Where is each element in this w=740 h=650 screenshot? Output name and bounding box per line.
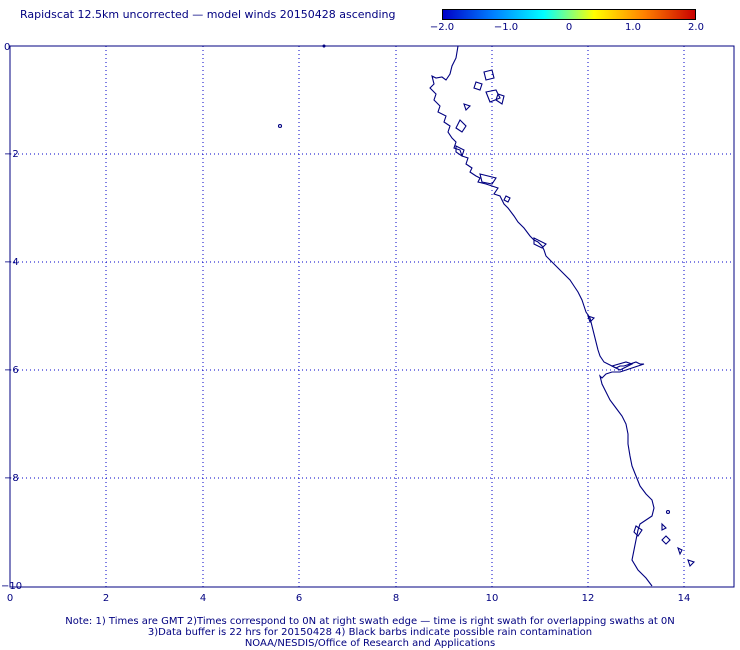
x-tick-label: 14	[678, 593, 691, 604]
island	[455, 145, 465, 157]
island	[473, 81, 483, 91]
x-tick-label: 6	[296, 593, 302, 604]
island	[687, 559, 696, 568]
island	[463, 103, 472, 112]
notes-line-3: NOAA/NESDIS/Office of Research and Appli…	[244, 638, 496, 649]
y-tick-label: 0	[4, 42, 10, 53]
x-tick-label: 12	[582, 593, 595, 604]
y-tick-label: −2	[4, 149, 19, 160]
y-tick-label: −4	[4, 257, 19, 268]
notes-line-1: Note: 1) Times are GMT 2)Times correspon…	[65, 616, 675, 627]
y-tick-label: −6	[4, 365, 19, 376]
colorbar-tick: 0	[565, 22, 573, 33]
colorbar-tick: 1.0	[625, 22, 641, 33]
notes-line-2: 3)Data buffer is 22 hrs for 20150428 4) …	[147, 627, 593, 638]
map-grid	[10, 46, 734, 587]
island	[661, 535, 671, 545]
island	[587, 315, 596, 324]
island	[665, 509, 671, 515]
island	[479, 173, 497, 185]
colorbar-tick: −1.0	[493, 22, 519, 33]
island	[277, 123, 283, 129]
colorbar-tick: −2.0	[429, 22, 455, 33]
island	[533, 237, 547, 249]
island	[455, 119, 467, 133]
x-tick-label: 4	[200, 593, 206, 604]
x-tick-label: 2	[103, 593, 109, 604]
island	[485, 89, 501, 103]
island	[322, 44, 326, 48]
island	[495, 93, 505, 105]
x-tick-label: 8	[393, 593, 399, 604]
island	[610, 361, 634, 371]
colorbar-tick: 2.0	[688, 22, 704, 33]
y-tick-label: −8	[4, 473, 19, 484]
island	[483, 69, 495, 81]
island	[677, 546, 683, 556]
x-tick-label: 0	[7, 593, 13, 604]
island	[661, 522, 667, 531]
map-frame	[9, 45, 735, 588]
coastline	[277, 44, 696, 587]
island	[633, 525, 643, 537]
x-tick-label: 10	[486, 593, 499, 604]
map-title: Rapidscat 12.5km uncorrected — model win…	[20, 8, 396, 21]
y-tick-label: −10	[1, 581, 22, 592]
island	[503, 195, 511, 203]
coastline-mainland	[429, 45, 655, 587]
colorbar	[442, 9, 696, 20]
